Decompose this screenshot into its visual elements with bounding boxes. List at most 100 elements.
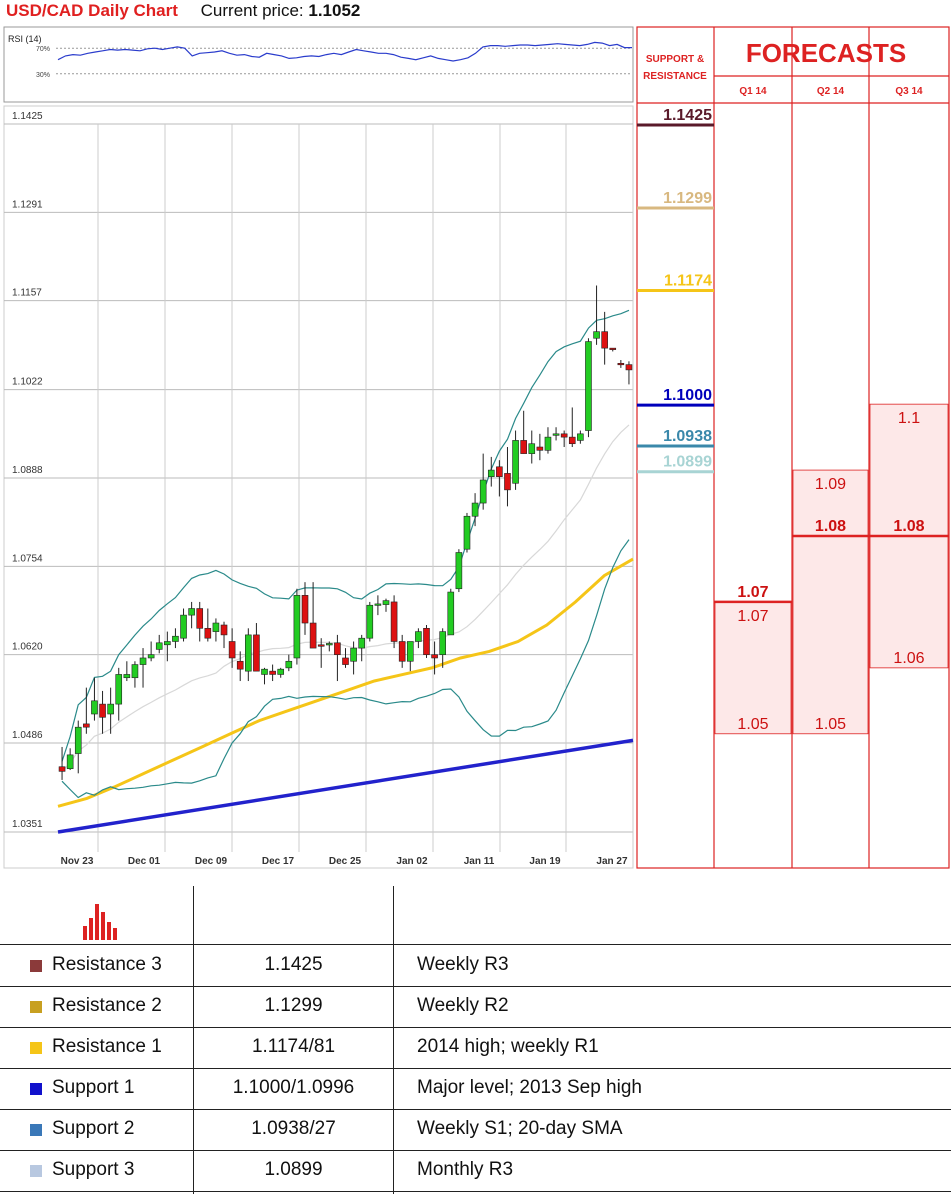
candle-body — [358, 637, 365, 649]
candle-body — [406, 641, 414, 662]
level-comment: Major level; 2013 Sep high — [417, 1077, 642, 1098]
candle-body — [99, 703, 106, 718]
level-name: Support 2 — [52, 1118, 135, 1139]
table-row: Support 1 1.1000/1.0996 Major level; 2013 … — [0, 1068, 951, 1110]
candle-body — [66, 754, 74, 770]
candle-body — [107, 703, 114, 715]
y-tick-label: 1.0351 — [12, 819, 43, 830]
sr-level-label: 1.0899 — [663, 454, 712, 471]
candle-body — [528, 443, 536, 454]
candle-body — [431, 654, 438, 659]
candle-body — [577, 433, 584, 441]
bollinger-middle-band — [61, 424, 630, 772]
level-value: 1.1425 — [264, 954, 323, 975]
level-name: Support 1 — [52, 1077, 135, 1098]
rsi-panel-frame — [3, 26, 634, 103]
candle-body — [334, 642, 341, 655]
forecast-high-label: 1.1 — [898, 410, 920, 427]
level-color-swatch — [30, 960, 42, 972]
candle-body — [326, 643, 333, 646]
chart-header: USD/CAD Daily Chart Current price: 1.105… — [6, 1, 360, 21]
forecast-low-label: 1.05 — [737, 716, 768, 733]
candle-body — [58, 766, 66, 772]
forecast-range — [792, 469, 869, 735]
level-name: Resistance 2 — [52, 995, 162, 1016]
level-name: Support 3 — [52, 1159, 135, 1180]
level-value: 1.1299 — [264, 995, 323, 1016]
candle-body — [593, 331, 600, 339]
candle-body — [180, 614, 187, 639]
candle-body — [390, 601, 398, 642]
forecast-high-label: 1.09 — [815, 476, 846, 493]
y-tick-label: 1.0486 — [12, 730, 43, 741]
candle-body — [147, 654, 155, 659]
candle-body — [471, 502, 479, 517]
candle-body — [423, 628, 430, 655]
candle-body — [601, 331, 608, 349]
x-tick-label: Nov 23 — [61, 856, 94, 867]
table-row: Resistance 2 1.1299 Weekly R2 — [0, 986, 951, 1028]
candle-body — [115, 674, 123, 705]
rsi-line — [57, 41, 632, 62]
x-tick-label: Dec 17 — [262, 856, 295, 867]
candle-body — [415, 631, 422, 642]
candle-body — [568, 436, 576, 445]
sr-title-line1: SUPPORT & — [646, 54, 704, 65]
level-color-swatch — [30, 1001, 42, 1013]
candle-body — [309, 622, 317, 649]
y-tick-label: 1.1022 — [12, 377, 43, 388]
candle-body — [447, 591, 455, 636]
candle-body — [155, 642, 163, 650]
forecast-consensus-label: 1.08 — [893, 518, 924, 535]
y-tick-label: 1.0888 — [12, 465, 43, 476]
x-tick-label: Dec 09 — [195, 856, 228, 867]
candle-body — [293, 595, 301, 659]
price-label: Current price: — [200, 1, 304, 20]
rsi-title: RSI (14) — [8, 34, 42, 44]
sr-level-label: 1.0938 — [663, 428, 712, 445]
candle-body — [245, 634, 252, 672]
bar-chart-icon — [83, 904, 117, 940]
candle-body — [487, 469, 495, 477]
forecast-column-header: Q1 14 — [739, 86, 767, 97]
level-color-swatch — [30, 1042, 42, 1054]
level-comment: Monthly R3 — [417, 1159, 514, 1180]
candle-body — [253, 634, 260, 672]
candle-body — [236, 660, 244, 670]
level-color-swatch — [30, 1124, 42, 1136]
level-name: Resistance 1 — [52, 1036, 162, 1057]
sma-200-line — [57, 738, 634, 834]
level-comment: Weekly R2 — [417, 995, 509, 1016]
rsi-tick-30: 30% — [36, 72, 50, 79]
y-tick-label: 1.0754 — [12, 553, 43, 564]
x-tick-label: Dec 01 — [128, 856, 161, 867]
y-tick-label: 1.1157 — [12, 288, 42, 299]
candle-body — [83, 723, 90, 728]
forecasts-title: FORECASTS — [746, 38, 906, 68]
candle-body — [463, 515, 471, 550]
candle-body — [74, 726, 82, 754]
candle-body — [301, 595, 309, 624]
forecast-high-label: 1.07 — [737, 608, 768, 625]
candle-body — [131, 664, 139, 679]
forecast-column-header: Q3 14 — [895, 86, 923, 97]
candle-body — [536, 446, 544, 451]
level-value: 1.1174/81 — [251, 1036, 336, 1057]
x-tick-label: Jan 27 — [596, 856, 628, 867]
level-value: 1.0938/27 — [251, 1118, 336, 1139]
candle-body — [479, 479, 487, 504]
sr-level-label: 1.1425 — [663, 107, 712, 124]
level-color-swatch — [30, 1165, 42, 1177]
forecast-low-label: 1.05 — [815, 716, 846, 733]
chart-title: USD/CAD Daily Chart — [6, 1, 178, 20]
candle-body — [228, 641, 236, 659]
bollinger-lower-band — [61, 539, 630, 799]
candle-body — [139, 657, 147, 665]
candle-body — [123, 674, 131, 679]
candle-body — [455, 552, 463, 590]
level-name: Resistance 3 — [52, 954, 162, 975]
candle-body — [277, 668, 285, 675]
y-tick-label: 1.1291 — [12, 199, 43, 210]
candle-body — [342, 657, 349, 665]
x-tick-label: Jan 02 — [396, 856, 428, 867]
